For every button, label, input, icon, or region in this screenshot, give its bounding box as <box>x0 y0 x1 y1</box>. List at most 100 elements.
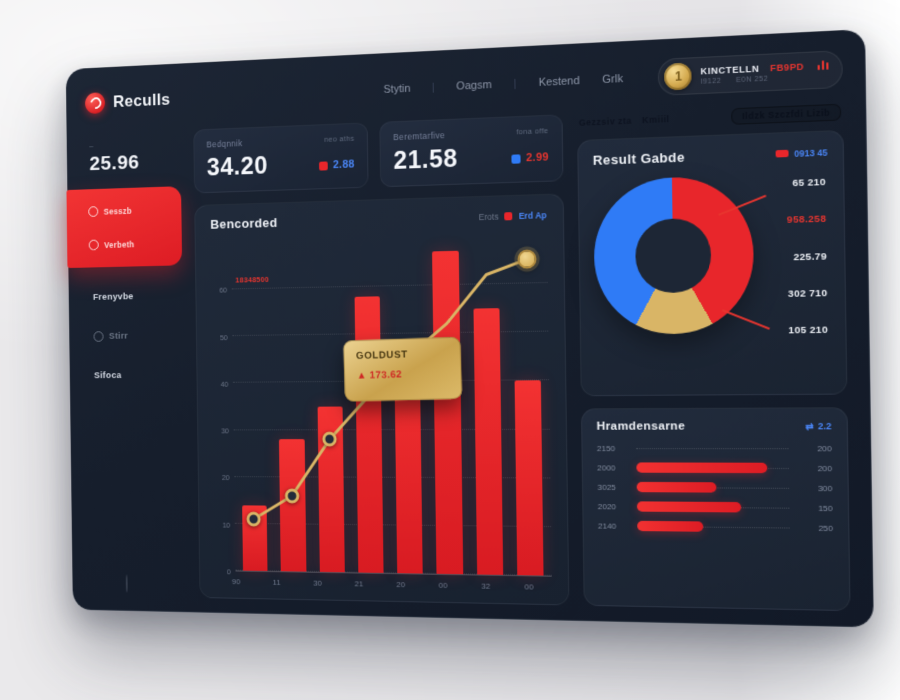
hbar-value: 150 <box>818 503 833 513</box>
hbar[interactable] <box>637 520 704 532</box>
x-tick-label: 21 <box>354 579 364 589</box>
kpi-row: Bedqnnik 34.20 neo aths 2.88 <box>193 114 564 194</box>
kpi-value: 21.58 <box>393 144 458 175</box>
hbar[interactable] <box>636 481 717 493</box>
bar-column <box>277 241 306 572</box>
y-tick-label: 60 <box>219 285 228 295</box>
logo-icon <box>84 92 106 115</box>
x-tick-label: 90 <box>231 577 241 587</box>
nav-item-1[interactable]: Stytin <box>383 82 411 96</box>
bar-column <box>393 238 423 574</box>
logo-text: Reculls <box>112 90 171 111</box>
kpi-label: Beremtarfive <box>393 130 446 143</box>
body: – 25.96 Sesszb Verbeth <box>66 103 851 612</box>
user-badge[interactable]: 1 KINCTELLN FB9PD I9122 E0N 252 <box>658 50 843 96</box>
hbar-value: 200 <box>817 463 833 473</box>
kpi-side-label: neo aths <box>324 133 355 144</box>
footer-decor-icon <box>125 574 187 593</box>
y-tick-label: 10 <box>222 519 231 529</box>
sidebar-item-5[interactable]: Sifoca <box>94 370 184 381</box>
hbar-track <box>637 520 790 533</box>
main-chart-legend[interactable]: Erots Erd Ap <box>479 210 547 222</box>
tooltip-value: ▲ 173.62 <box>356 369 402 382</box>
x-tick-label: 00 <box>524 582 534 592</box>
logo[interactable]: Reculls <box>84 85 260 115</box>
sidebar-item-active-2[interactable]: Verbeth <box>88 238 173 251</box>
kpi-badge: 2.88 <box>319 158 355 172</box>
sidebar-item-3[interactable]: Frenyvbe <box>93 290 183 302</box>
nav-item-4[interactable]: Grlk <box>602 72 624 87</box>
kpi-label: Bedqnnik <box>206 138 243 150</box>
hbar[interactable] <box>636 462 768 474</box>
ghost-text-2: Kmiiil <box>642 113 670 126</box>
kpi-side-label: fona offe <box>516 125 549 137</box>
badge-marker-icon <box>319 160 329 171</box>
hbar-label: 2140 <box>597 520 617 531</box>
x-tick-label: 20 <box>396 580 406 590</box>
kpi-value: 34.20 <box>206 151 268 182</box>
user-sub-left: I9122 <box>700 77 722 86</box>
dashboard-panel: Reculls Stytin | Oagsm | Kestend Grlk 1 … <box>65 29 874 628</box>
donut-title: Result Gabde <box>592 149 685 168</box>
bar[interactable] <box>472 308 503 575</box>
donut-label: 65 210 <box>792 176 826 190</box>
badge-marker-icon <box>511 153 521 164</box>
plot-area: 18348500 GOLDUST ▲ 173.62 <box>231 234 552 577</box>
main-chart-area: 60 50 40 30 20 10 0 18348500 G <box>211 234 552 577</box>
kpi-card[interactable]: Beremtarfive 21.58 fona offe 2.99 <box>379 114 564 188</box>
donut-row: 65 210 958.258 225.79 302 710 105 210 <box>593 172 830 353</box>
user-name: KINCTELLN <box>700 62 760 77</box>
x-tick-label: 32 <box>481 581 491 591</box>
hbar-track <box>636 481 790 493</box>
bar[interactable] <box>432 251 463 575</box>
donut-legend-value: 0913 45 <box>794 146 828 159</box>
right-column: Gezzsiv zta Kmiiil Ildzk Szczfdi Lizib R… <box>577 103 851 612</box>
hbar-label: 2020 <box>597 501 617 511</box>
y-tick-label: 40 <box>220 379 229 389</box>
main-chart-header: Bencorded Erots Erd Ap <box>210 207 546 232</box>
hbar[interactable] <box>636 501 742 513</box>
chart-annotation: 18348500 <box>235 275 270 285</box>
donut-card: Result Gabde 0913 45 65 210 958.258 225.79… <box>577 129 848 397</box>
kpi-badge: 2.99 <box>511 151 549 164</box>
donut-chart[interactable] <box>593 174 755 335</box>
bar-column <box>315 240 345 573</box>
user-alert-value: FB9PD <box>769 60 805 73</box>
swap-arrows-icon: ⇄ <box>805 420 814 431</box>
legend-value-label: Erd Ap <box>518 209 547 221</box>
kpi-card[interactable]: Bedqnnik 34.20 neo aths 2.88 <box>193 122 369 194</box>
sidebar-active-group: Sesszb Verbeth <box>66 186 183 269</box>
badge-value: 2.88 <box>332 158 355 172</box>
bar[interactable] <box>242 504 268 572</box>
hbar-row: 2000 200 <box>597 462 833 474</box>
donut-legend[interactable]: 0913 45 <box>775 146 828 159</box>
bar[interactable] <box>514 380 544 576</box>
hbar-label: 3025 <box>597 482 616 492</box>
hbar-track <box>636 443 789 453</box>
ghost-tab[interactable]: Ildzk Szczfdi Lizib <box>731 103 842 125</box>
sidebar-item-label: Stirr <box>108 330 129 342</box>
hbar-track <box>636 501 790 513</box>
x-tick-label: 30 <box>313 578 322 588</box>
bars <box>231 234 552 576</box>
panel-wrap: Reculls Stytin | Oagsm | Kestend Grlk 1 … <box>46 29 874 628</box>
sidebar-item-4[interactable]: Stirr <box>93 330 184 342</box>
nav-item-3[interactable]: Kestend <box>538 74 580 89</box>
hbar-label: 2150 <box>596 443 616 453</box>
y-tick-label: 20 <box>221 473 230 482</box>
y-tick-label: 50 <box>219 332 228 342</box>
nav-separator: | <box>431 82 435 94</box>
main-chart-title: Bencorded <box>210 215 278 232</box>
sidebar-item-active-1[interactable]: Sesszb <box>88 204 172 217</box>
user-info: KINCTELLN FB9PD I9122 E0N 252 <box>700 60 829 86</box>
dotted-baseline <box>636 448 789 450</box>
y-tick-label: 30 <box>221 426 230 435</box>
x-tick-label: 00 <box>438 580 448 590</box>
mini-chart-icon <box>817 60 829 71</box>
bar[interactable] <box>279 439 306 572</box>
nav-item-2[interactable]: Oagsm <box>456 78 492 93</box>
legend-muted-label: Erots <box>478 211 499 222</box>
sidebar-stat-label: – <box>89 141 94 151</box>
bar[interactable] <box>354 296 384 573</box>
bar[interactable] <box>317 406 345 573</box>
